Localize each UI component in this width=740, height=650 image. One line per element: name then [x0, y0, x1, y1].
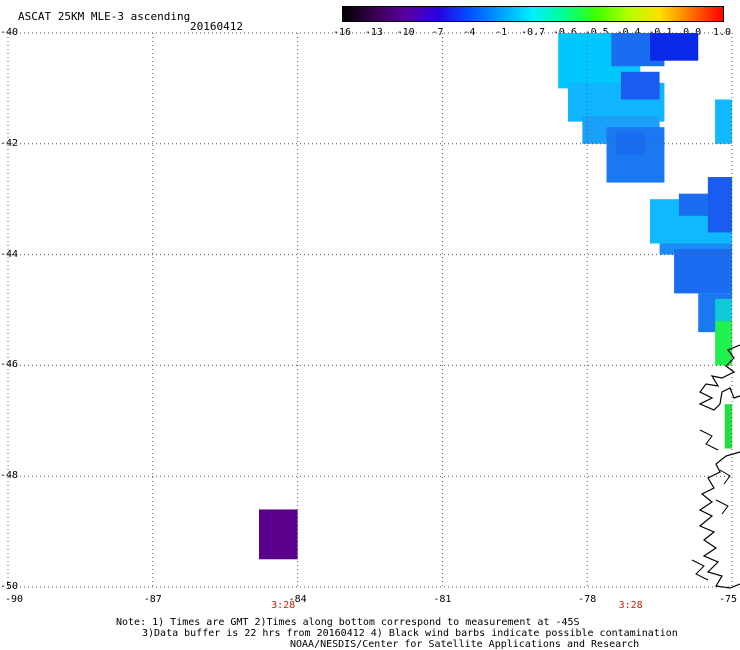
colorbar-tick-label: -13 [364, 27, 383, 38]
footnote-line-3: NOAA/NESDIS/Center for Satellite Applica… [290, 639, 640, 650]
time-label: 3:28 [271, 600, 296, 611]
chart-title: ASCAT 25KM MLE-3 ascending [18, 10, 191, 23]
colorbar-tick-label: -10 [396, 27, 415, 38]
data-cell [616, 132, 646, 155]
data-cell [258, 509, 298, 560]
data-cell [674, 249, 732, 294]
x-tick-label: -75 [718, 594, 738, 605]
data-cell [715, 321, 732, 366]
x-tick-label: -84 [288, 594, 307, 605]
colorbar-tick-label: 1.0 [712, 27, 732, 38]
footnote-line-2: 3)Data buffer is 22 hrs from 20160412 4)… [142, 628, 678, 639]
y-tick-label: -50 [0, 581, 19, 592]
colorbar-tick-label: -1 [495, 27, 508, 38]
chart-date: 20160412 [190, 20, 243, 33]
data-cell [707, 177, 732, 233]
coastline-islands [691, 429, 731, 581]
x-tick-label: -78 [578, 594, 597, 605]
data-cell [620, 71, 660, 100]
x-tick-label: -81 [433, 594, 452, 605]
y-tick-label: -46 [0, 359, 19, 371]
data-cell [649, 33, 699, 61]
x-tick-label: -87 [143, 594, 162, 605]
colorbar [342, 6, 724, 22]
colorbar-tick-label: -7 [431, 27, 444, 38]
footnote-line-1: Note: 1) Times are GMT 2)Times along bot… [116, 617, 580, 628]
y-tick-label: -42 [0, 137, 19, 149]
coastline [698, 344, 740, 589]
data-cell [715, 99, 732, 144]
y-tick-label: -40 [0, 27, 19, 38]
y-tick-label: -48 [0, 470, 19, 482]
y-tick-label: -44 [0, 248, 19, 260]
time-label: 3:28 [618, 600, 643, 611]
colorbar-tick-label: -16 [332, 27, 352, 38]
colorbar-tick-label: -4 [463, 27, 476, 38]
x-tick-label: -90 [4, 594, 24, 605]
data-cell [715, 298, 732, 322]
data-cell [724, 404, 732, 449]
